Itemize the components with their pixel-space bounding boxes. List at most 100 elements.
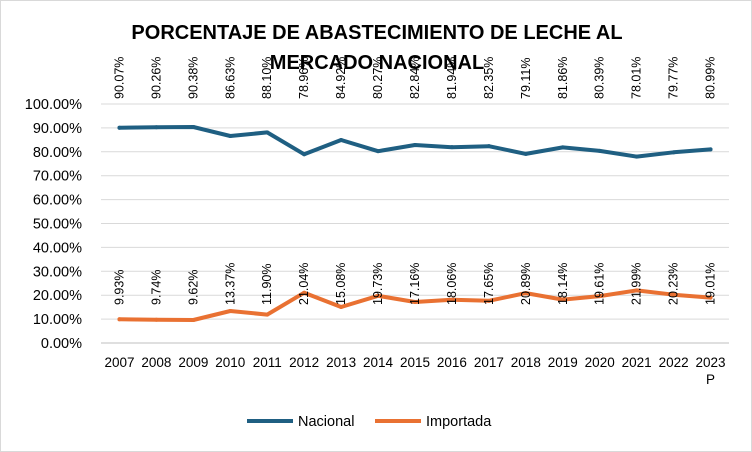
x-tick-label: 2022 [659,355,689,370]
data-point [449,145,454,150]
y-tick-label: 100.00% [25,97,82,113]
data-label: 79.77% [667,57,681,99]
x-tick-label: 2015 [400,355,430,370]
data-point [449,297,454,302]
data-label: 18.06% [445,263,459,305]
x-axis: 2007 2008 2009 2010 2011 2012 2013 2014 2015 2016… [104,355,725,387]
data-point [597,148,602,153]
data-point [265,312,270,317]
data-point [339,304,344,309]
data-point [671,150,676,155]
data-label: 9.74% [149,270,163,305]
data-point [265,130,270,135]
data-point [486,144,491,149]
x-tick-label: 2020 [585,355,615,370]
data-label: 78.96% [297,57,311,99]
y-tick-label: 80.00% [33,145,82,161]
data-label: 90.26% [149,57,163,99]
data-point [117,317,122,322]
data-label: 19.01% [704,263,718,305]
data-point [708,295,713,300]
data-label: 88.10% [260,57,274,99]
data-point [523,151,528,156]
data-point [191,124,196,129]
y-tick-label: 90.00% [33,121,82,137]
data-label: 82.84% [408,57,422,99]
data-label: 15.08% [334,263,348,305]
data-point [634,154,639,159]
data-point [228,133,233,138]
data-label: 21.04% [297,263,311,305]
data-label: 81.94% [445,57,459,99]
data-label: 9.62% [186,270,200,305]
y-tick-label: 60.00% [33,193,82,209]
x-tick-label: 2017 [474,355,504,370]
legend-label: Importada [426,414,492,430]
y-tick-label: 0.00% [41,336,82,352]
data-point [117,125,122,130]
data-point [191,318,196,323]
data-label: 86.63% [223,57,237,99]
gridlines [101,103,729,344]
x-tick-label: 2023 P [696,355,726,387]
data-label: 20.89% [519,263,533,305]
data-point [302,290,307,295]
data-labels: 90.07% 90.26% 90.38% 86.63% 88.10% 78.96% 84.9… [112,57,717,305]
data-point [560,297,565,302]
x-tick-label: 2012 [289,355,319,370]
x-tick-label: 2010 [215,355,245,370]
data-label: 80.27% [371,57,385,99]
data-label: 17.65% [482,263,496,305]
y-tick-label: 10.00% [33,312,82,328]
data-label: 80.39% [593,57,607,99]
data-label: 81.86% [556,57,570,99]
data-point [339,138,344,143]
data-point [708,147,713,152]
data-point [634,288,639,293]
data-label: 19.61% [593,263,607,305]
data-label: 90.38% [186,57,200,99]
x-tick-label: 2009 [178,355,208,370]
y-tick-label: 30.00% [33,264,82,280]
x-tick-label: 2019 [548,355,578,370]
data-point [302,152,307,157]
data-point [597,294,602,299]
x-tick-label: 2014 [363,355,394,370]
y-tick-label: 40.00% [33,240,82,256]
data-label: 18.14% [556,263,570,305]
x-tick-label: 2016 [437,355,467,370]
x-tick-label: 2013 [326,355,356,370]
data-point [376,293,381,298]
data-point [154,125,159,130]
y-tick-label: 70.00% [33,169,82,185]
data-label: 21.99% [630,263,644,305]
x-tick-label: 2021 [622,355,652,370]
x-tick-label: 2007 [104,355,134,370]
data-label: 13.37% [223,263,237,305]
data-point [376,149,381,154]
data-label: 79.11% [519,58,533,99]
x-tick-label: 2008 [141,355,171,370]
data-point [560,145,565,150]
y-tick-label: 50.00% [33,217,82,233]
legend-label: Nacional [298,414,354,430]
x-tick-label: 2018 [511,355,541,370]
chart-title-line-2: MERCADO NACIONAL [270,52,484,74]
data-label: 20.23% [667,263,681,305]
data-point [413,143,417,148]
y-axis: 0.00% 10.00% 20.00% 30.00% 40.00% 50.00% 60.00… [25,97,82,352]
data-point [486,298,491,303]
data-label: 90.07% [112,57,126,99]
data-label: 17.16% [408,263,422,305]
x-tick-label: 2011 [253,355,282,370]
data-label: 9.93% [112,270,126,305]
data-point [228,309,233,314]
data-label: 84.92% [334,57,348,99]
data-label: 80.99% [704,57,718,99]
series-lines [117,124,713,323]
data-label: 78.01% [630,57,644,99]
data-label: 19.73% [371,263,385,305]
legend: Nacional Importada [247,414,492,430]
